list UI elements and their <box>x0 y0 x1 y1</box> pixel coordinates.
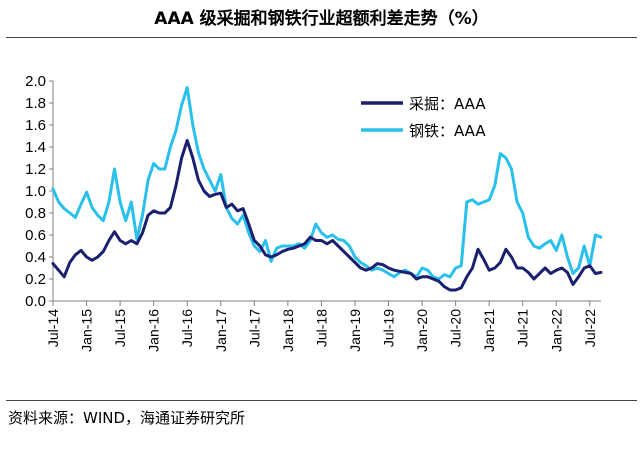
x-tick-label: Jul-22 <box>582 309 598 347</box>
legend-label: 钢铁：AAA <box>409 122 486 140</box>
chart-title: AAA 级采掘和钢铁行业超额利差走势（%） <box>154 9 489 29</box>
x-tick-label: Jan-17 <box>213 309 229 352</box>
x-tick-label: Jul-18 <box>313 309 329 347</box>
y-tick-label: 2.0 <box>25 73 46 90</box>
series-line-steel <box>51 86 603 281</box>
y-tick-label: 1.8 <box>25 95 46 112</box>
y-tick-label: 0.0 <box>25 293 46 310</box>
top-divider <box>6 37 637 38</box>
x-tick-label: Jul-20 <box>448 309 464 347</box>
y-axis: 2.0 1.8 1.6 1.4 1.2 1.0 0.8 0.6 0.4 0.2 0.0 <box>25 73 54 310</box>
x-axis: Jul-14 Jan-15 Jul-15 Jan-16 Jul-16 Jan-17 Jul-… <box>45 300 601 352</box>
y-tick-label: 0.6 <box>25 227 46 244</box>
x-tick-label: Jul-19 <box>381 309 397 347</box>
y-tick-label: 1.6 <box>25 117 46 134</box>
series-group <box>51 86 603 292</box>
y-tick-label: 0.8 <box>25 205 46 222</box>
bottom-divider <box>6 400 637 401</box>
y-tick-label: 0.4 <box>25 249 46 266</box>
x-tick-label: Jul-17 <box>246 309 262 347</box>
x-tick-label: Jul-14 <box>45 309 61 347</box>
series-line-mining <box>51 138 603 292</box>
x-tick-label: Jan-22 <box>548 309 564 352</box>
y-tick-label: 1.4 <box>25 139 46 156</box>
y-tick-label: 1.0 <box>25 183 46 200</box>
y-tick-label: 1.2 <box>25 161 46 178</box>
x-tick-label: Jan-21 <box>481 309 497 352</box>
x-tick-label: Jan-18 <box>280 309 296 352</box>
legend: 采掘：AAA 钢铁：AAA <box>361 95 486 140</box>
x-tick-label: Jan-15 <box>79 309 95 352</box>
legend-label: 采掘：AAA <box>409 95 486 113</box>
x-tick-label: Jul-15 <box>112 309 128 347</box>
y-tick-label: 0.2 <box>25 271 46 288</box>
x-tick-label: Jul-21 <box>515 309 531 347</box>
x-tick-label: Jan-16 <box>146 309 162 352</box>
x-tick-label: Jul-16 <box>179 309 195 347</box>
source-note: 资料来源：WIND，海通证券研究所 <box>8 409 246 427</box>
x-tick-label: Jan-19 <box>347 309 363 352</box>
x-tick-label: Jan-20 <box>414 309 430 352</box>
